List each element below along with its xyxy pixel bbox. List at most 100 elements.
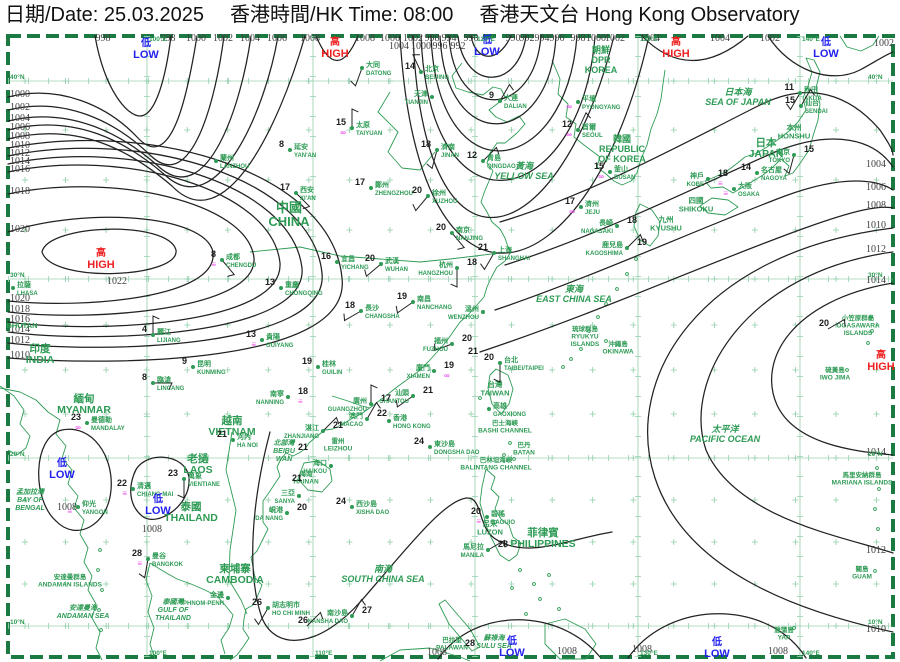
region-label: 黃海: [514, 161, 535, 171]
station-dot: [350, 614, 354, 618]
island-dot: [868, 316, 872, 320]
header-time: 香港時間/HK Time: 08:00: [230, 4, 454, 26]
isobar-label: 1002: [874, 38, 894, 49]
station-bangkok: 曼谷 BANGKOK 28≡: [132, 548, 184, 579]
station-name-en: ZHANJIANG: [284, 434, 319, 440]
station-sanya: 三亞 SANYA: [275, 489, 301, 505]
station-nanning: 南寧 NANNING 18≡: [256, 386, 308, 406]
station-chongqing: 重慶 CHONGQING 13: [265, 277, 323, 297]
station-dot: [426, 194, 430, 198]
station-name-en: LINCANG: [157, 386, 185, 392]
coastline: [699, 197, 739, 216]
lat-label: 10°N: [868, 618, 883, 626]
region-label: 越南: [221, 414, 243, 427]
station-dot: [85, 421, 89, 425]
station-name-en: QINGDAO: [487, 164, 516, 170]
island-dot: [625, 272, 629, 276]
wind-barb: [626, 233, 644, 249]
region-label: ISLANDS: [844, 330, 873, 337]
island-dot: [615, 287, 619, 291]
station-jinan: 濟南 JINAN 18: [421, 139, 459, 170]
station-dot: [226, 596, 230, 600]
region-label: YELLOW SEA: [494, 171, 554, 181]
island-dot: [96, 568, 100, 572]
region-label: 菲律賓: [527, 526, 559, 539]
region-label: IWO JIMA: [820, 375, 851, 382]
station-dot: [450, 231, 454, 235]
pressure-center-zh: 低: [56, 456, 67, 469]
isobar-label: 1014: [866, 447, 886, 458]
region-label: KOREA: [585, 65, 618, 75]
isobar-label: 1002: [403, 33, 423, 44]
station-name-zh: 拉薩: [17, 280, 31, 289]
station-dot: [359, 309, 363, 313]
isobar-label: 1006: [380, 33, 400, 44]
station-dalian: 大連 DALIAN 9: [489, 83, 527, 110]
region-label: 東海: [565, 284, 585, 294]
isobar: [7, 186, 255, 316]
isobar: [130, 456, 190, 520]
station-temp: 20: [484, 352, 494, 362]
region-label: HONSHU: [778, 132, 811, 141]
station-hangzhou: 杭州 HANGZHOU 18: [418, 257, 477, 288]
station-temp: 18: [627, 215, 637, 225]
station-kagoshima: 鹿兒島 KAGOSHIMA 19: [586, 233, 647, 257]
station-dot: [732, 187, 736, 191]
isobar-label: 996: [550, 33, 565, 44]
isobar-label: 998: [96, 33, 111, 44]
station-tianjin: 天津 TIANJIN: [405, 89, 434, 106]
station-name-zh: 南京: [456, 225, 470, 234]
station-name-en: PHNOM-PENH: [183, 601, 224, 607]
station-name-zh: 太原: [356, 120, 370, 129]
wind-barb: [221, 259, 236, 277]
region-label: REPUBLIC: [599, 144, 646, 154]
region-label: ISLANDS: [571, 341, 600, 348]
station-name-zh: 青島: [487, 153, 501, 162]
station-name-zh: 東沙島: [434, 439, 455, 448]
island-dot: [873, 569, 877, 573]
isobar-label: 1020: [10, 224, 30, 235]
station-temp: 21: [217, 429, 227, 439]
isobar-label: 1004: [10, 113, 30, 124]
station-name-zh: 廈門: [415, 363, 430, 372]
isobar: [7, 156, 303, 338]
station-zhanjiang: 湛江 ZHANJIANG 21: [284, 416, 343, 440]
station-name-zh: 釜山: [613, 164, 628, 173]
station-name-en: YANGON: [82, 510, 108, 516]
station-dot: [231, 438, 235, 442]
station-name-zh: 武漢: [385, 256, 400, 265]
station-name-en: NANCHANG: [417, 305, 452, 311]
station-dot: [498, 99, 502, 103]
region-label: 朝鮮: [592, 44, 610, 55]
station-temp: 13: [246, 329, 256, 339]
region-label: SOUTH CHINA SEA: [341, 574, 424, 584]
station-nagasaki: 長崎 NAGASAKI 18: [581, 215, 637, 235]
region-label: SULU SEA: [476, 643, 511, 650]
station-name-en: NANNING: [256, 400, 284, 406]
station-name-en: ZHENGZHOU: [375, 191, 413, 197]
region-label: 緬甸: [74, 392, 95, 405]
station-xisha-dao: 西沙島 XISHA DAO 24: [336, 496, 389, 516]
station-name-en: GUIYANG: [266, 343, 294, 349]
region-label: 關島: [856, 564, 870, 573]
station-temp: 12: [562, 119, 572, 129]
wind-barb: [351, 108, 359, 128]
region-label: MYANMAR: [57, 404, 111, 416]
station-name-en: BEIJING: [425, 75, 449, 81]
station-yan-an: 延安 YAN'AN 8: [279, 139, 316, 159]
island-dot: [510, 586, 514, 590]
station-name-zh: 延安: [293, 142, 308, 151]
station-seoul: 首爾 SEOUL 12∞: [562, 111, 603, 139]
station-name-en: SHANTOU: [379, 399, 409, 405]
pressure-center-zh: 低: [711, 635, 722, 648]
isobar-label: 1008: [142, 524, 162, 535]
station-weather-symbol: ≡: [122, 489, 127, 498]
station-name-en: MANDALAY: [91, 426, 125, 432]
isobar: [7, 147, 323, 348]
region-label: 印度: [30, 342, 51, 355]
station-name-zh: 平壤: [582, 94, 597, 103]
